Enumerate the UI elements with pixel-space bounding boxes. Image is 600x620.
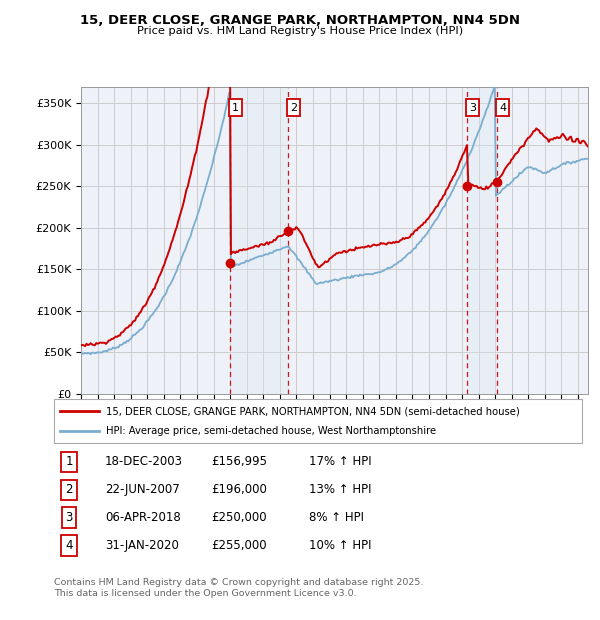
Bar bbox=[467, 87, 497, 394]
Text: 15, DEER CLOSE, GRANGE PARK, NORTHAMPTON, NN4 5DN: 15, DEER CLOSE, GRANGE PARK, NORTHAMPTON… bbox=[80, 14, 520, 27]
Text: Price paid vs. HM Land Registry's House Price Index (HPI): Price paid vs. HM Land Registry's House … bbox=[137, 26, 463, 36]
Text: 3: 3 bbox=[469, 102, 476, 113]
Text: 1: 1 bbox=[65, 456, 73, 468]
Text: 4: 4 bbox=[499, 102, 506, 113]
Text: HPI: Average price, semi-detached house, West Northamptonshire: HPI: Average price, semi-detached house,… bbox=[106, 426, 436, 436]
Text: This data is licensed under the Open Government Licence v3.0.: This data is licensed under the Open Gov… bbox=[54, 589, 356, 598]
Text: 2: 2 bbox=[65, 484, 73, 496]
Bar bbox=[230, 87, 287, 394]
Text: 8% ↑ HPI: 8% ↑ HPI bbox=[309, 512, 364, 524]
Text: 22-JUN-2007: 22-JUN-2007 bbox=[105, 484, 180, 496]
Text: 3: 3 bbox=[65, 512, 73, 524]
Text: 15, DEER CLOSE, GRANGE PARK, NORTHAMPTON, NN4 5DN (semi-detached house): 15, DEER CLOSE, GRANGE PARK, NORTHAMPTON… bbox=[106, 406, 520, 416]
Text: 31-JAN-2020: 31-JAN-2020 bbox=[105, 539, 179, 552]
Text: 2: 2 bbox=[290, 102, 297, 113]
Text: Contains HM Land Registry data © Crown copyright and database right 2025.: Contains HM Land Registry data © Crown c… bbox=[54, 578, 424, 587]
Text: 17% ↑ HPI: 17% ↑ HPI bbox=[309, 456, 371, 468]
Text: 06-APR-2018: 06-APR-2018 bbox=[105, 512, 181, 524]
Text: 1: 1 bbox=[232, 102, 239, 113]
Text: 18-DEC-2003: 18-DEC-2003 bbox=[105, 456, 183, 468]
Text: 10% ↑ HPI: 10% ↑ HPI bbox=[309, 539, 371, 552]
Text: 13% ↑ HPI: 13% ↑ HPI bbox=[309, 484, 371, 496]
Text: £156,995: £156,995 bbox=[211, 456, 267, 468]
Text: £255,000: £255,000 bbox=[211, 539, 267, 552]
Text: 4: 4 bbox=[65, 539, 73, 552]
Text: £250,000: £250,000 bbox=[211, 512, 267, 524]
Text: £196,000: £196,000 bbox=[211, 484, 267, 496]
